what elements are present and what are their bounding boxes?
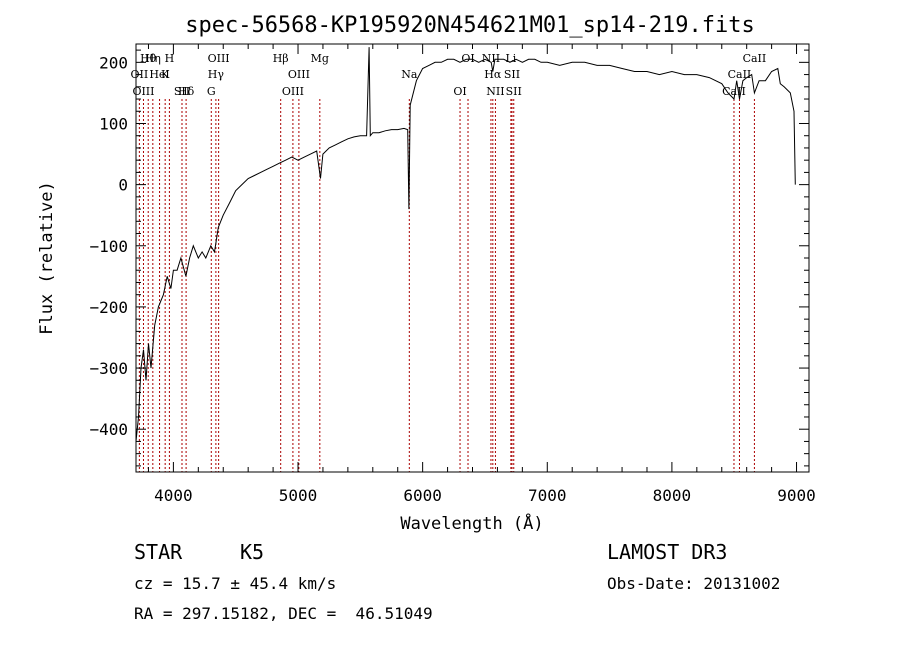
spectral-line-label: Hα [484, 68, 502, 81]
spectral-line-label: Hδ [178, 85, 195, 98]
survey-name: LAMOST DR3 [607, 540, 728, 564]
spectral-line-label: K [161, 68, 170, 81]
spectral-line-label: Mg [311, 52, 329, 65]
spectral-line-label: OIII [132, 85, 154, 98]
y-tick-label: 0 [118, 176, 128, 195]
spectral-line-label: OI [453, 85, 466, 98]
obs-date: Obs-Date: 20131002 [607, 574, 781, 593]
spectral-line-label: NII [486, 85, 504, 98]
plot-frame [135, 43, 810, 473]
object-subclass: K5 [240, 540, 265, 564]
spectral-line-label: CaII [728, 68, 752, 81]
spectral-line-label: Hη [145, 52, 161, 65]
y-tick-label: 100 [99, 114, 128, 133]
y-axis: −400 −300 −200 −100 0 100 200 [89, 49, 809, 467]
x-tick-label: 7000 [528, 486, 567, 505]
spectral-line-label: HeI [149, 68, 169, 81]
spectral-line-label: OI [461, 52, 474, 65]
spectral-line-labels: HθKHδOIIIHγGHβOIIIOIIIMgNaOIOIHαNIINIISI… [131, 52, 767, 98]
spectral-line-label: Hγ [208, 68, 225, 81]
x-axis: 4000 5000 6000 7000 8000 9000 [147, 44, 816, 505]
spectral-line-label: G [207, 85, 216, 98]
redshift-cz: cz = 15.7 ± 45.4 km/s [134, 574, 337, 593]
x-tick-label: 9000 [777, 486, 816, 505]
y-axis-label: Flux (relative) [37, 181, 57, 335]
spectral-line-label: SII [506, 85, 522, 98]
spectrum-series [135, 47, 796, 442]
chart-title: spec-56568-KP195920N454621M01_sp14-219.f… [185, 13, 755, 38]
x-tick-label: 6000 [403, 486, 442, 505]
y-tick-label: −400 [89, 420, 128, 439]
spectral-line-label: Hθ [140, 52, 157, 65]
spectral-line-label: SII [174, 85, 190, 98]
spectral-line-label: OIII [208, 52, 230, 65]
x-axis-label: Wavelength (Å) [400, 512, 543, 534]
spectral-line-label: Na [401, 68, 418, 81]
x-tick-label: 4000 [154, 486, 193, 505]
spectral-line-markers [138, 99, 755, 472]
spectral-line-label: NII [482, 52, 500, 65]
object-class: STAR [134, 540, 183, 564]
spectral-line-label: OIII [288, 68, 310, 81]
spectral-line-label: H [165, 52, 175, 65]
spectral-line-label: Li [505, 52, 516, 65]
y-tick-label: −300 [89, 359, 128, 378]
x-tick-label: 5000 [279, 486, 318, 505]
y-tick-label: −100 [89, 237, 128, 256]
spectral-line-label: CaII [743, 52, 767, 65]
y-tick-label: −200 [89, 298, 128, 317]
spectral-line-label: Hβ [273, 52, 289, 65]
coordinates: RA = 297.15182, DEC = 46.51049 [134, 604, 433, 623]
spectral-line-label: SII [504, 68, 520, 81]
spectral-line-label: OIII [282, 85, 304, 98]
y-tick-label: 200 [99, 53, 128, 72]
x-tick-label: 8000 [653, 486, 692, 505]
